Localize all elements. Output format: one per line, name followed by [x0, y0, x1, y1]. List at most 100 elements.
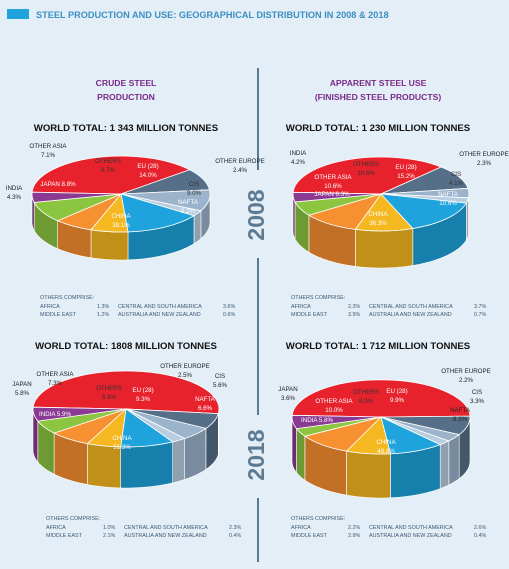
slice-value-cis: 5.6% — [213, 382, 228, 389]
pie-slice-eu-28 — [379, 193, 467, 229]
slice-label-japan: JAPAN 6.3% — [314, 191, 350, 198]
pie-wall-other-europe — [172, 438, 185, 484]
slice-name-other-europe: OTHER EUROPE — [215, 158, 265, 165]
pie-slice-china — [291, 379, 471, 418]
slice-value-india: 4.3% — [7, 194, 22, 201]
pie-crude-2008: CHINA 38.1% NAFTA 9.2% CIS 9.0% OTHER EUROPE 2.… — [6, 143, 265, 261]
others-comprise-region: AUSTRALIA AND NEW ZEALAND — [369, 533, 452, 539]
slice-name-others: OTHERS — [96, 385, 122, 392]
others-comprise-region: AUSTRALIA AND NEW ZEALAND — [118, 312, 201, 318]
slice-name-other-europe: OTHER EUROPE — [160, 363, 210, 370]
pie-wall-japan — [296, 428, 306, 481]
slice-name-other-asia: OTHER ASIA — [315, 398, 353, 405]
slice-name-nafta: NAFTA — [178, 199, 199, 206]
slice-name-others: OTHERS — [95, 158, 121, 165]
others-comprise-region: CENTRAL AND SOUTH AMERICA — [118, 304, 202, 310]
slice-name-other-europe: OTHER EUROPE — [459, 151, 509, 158]
slice-name-china: CHINA — [111, 213, 131, 220]
slice-value-other-asia: 7.1% — [41, 152, 56, 159]
pie-wall-others — [90, 229, 129, 261]
slice-value-nafta: 10.6% — [439, 200, 457, 207]
others-comprise-value: 3.9% — [348, 312, 360, 318]
slice-value-cis: 4.1% — [449, 180, 464, 187]
slice-name-eu-28: EU (28) — [132, 387, 153, 394]
slice-value-others: 6.7% — [101, 167, 116, 174]
slice-name-india: INDIA — [6, 185, 23, 192]
slice-name-china: CHINA — [376, 439, 396, 446]
others-comprise-value: 3.7% — [474, 304, 486, 310]
slice-value-other-asia: 7.3% — [48, 380, 63, 387]
slice-value-other-asia: 10.6% — [324, 183, 342, 190]
pie-slice-india — [292, 191, 382, 203]
slice-value-other-europe: 2.2% — [459, 377, 474, 384]
others-comprise-title: OTHERS COMPRISE: — [291, 295, 345, 301]
pie-slice-india — [291, 414, 382, 430]
slice-value-china: 51.3% — [113, 444, 131, 451]
others-comprise-value: 0.4% — [229, 533, 241, 539]
slice-value-china: 48.8% — [377, 448, 395, 455]
others-comprise-title: OTHERS COMPRISE: — [46, 516, 100, 522]
slice-name-other-asia: OTHER ASIA — [36, 371, 74, 378]
pie-slice-china — [292, 156, 443, 195]
header-title: STEEL PRODUCTION AND USE: GEOGRAPHICAL D… — [36, 10, 389, 20]
slice-name-china: CHINA — [368, 211, 388, 218]
slice-value-india: 4.2% — [291, 159, 306, 166]
slice-value-eu-28: 15.2% — [397, 173, 415, 180]
others-comprise-region: CENTRAL AND SOUTH AMERICA — [124, 525, 208, 531]
crude-title-line2: PRODUCTION — [97, 92, 155, 102]
slice-value-others: 8.0% — [359, 398, 374, 405]
slice-name-cis: CIS — [215, 373, 225, 380]
others-comprise-region: MIDDLE EAST — [46, 533, 83, 539]
slice-value-eu-28: 9.9% — [390, 397, 405, 404]
pie-slice-india — [32, 406, 127, 422]
pie-use-2018: CHINA 48.8% NAFTA 8.3% CIS 3.3% OTHER EUROPE 2.… — [278, 368, 491, 499]
use2008-title: WORLD TOTAL: 1 230 MILLION TONNES — [286, 123, 471, 134]
slice-name-cis: CIS — [451, 171, 461, 178]
slice-name-china: CHINA — [112, 435, 132, 442]
others-comprise-value: 2.3% — [348, 304, 360, 310]
header-band — [0, 0, 509, 30]
others-comprise-value: 3.6% — [223, 304, 235, 310]
slice-value-other-asia: 10.0% — [325, 407, 343, 414]
slice-value-other-europe: 2.5% — [178, 372, 193, 379]
crude2018-title: WORLD TOTAL: 1808 MILLION TONNES — [35, 341, 217, 352]
slice-name-other-asia: OTHER ASIA — [29, 143, 67, 150]
crude-title-line1: CRUDE STEEL — [96, 78, 157, 88]
others-comprise-value: 0.6% — [223, 312, 235, 318]
pie-slice-eu-28 — [120, 193, 195, 233]
pie-wall-cis — [448, 433, 460, 486]
others-comprise-value: 2.3% — [229, 525, 241, 531]
slice-value-japan: 3.6% — [281, 395, 296, 402]
others-comprise-value: 2.9% — [348, 533, 360, 539]
slice-value-nafta: 9.2% — [181, 208, 196, 215]
slice-name-japan: JAPAN — [12, 381, 31, 388]
pie-wall-other-europe — [439, 440, 450, 490]
slice-value-nafta: 6.6% — [198, 405, 213, 412]
slice-value-china: 38.1% — [112, 222, 130, 229]
slice-value-others: 5.9% — [102, 394, 117, 401]
others-comprise-notes: OTHERS COMPRISE: AFRICA 1.3% CENTRAL AND SO… — [40, 295, 486, 539]
year-label-2008: 2008 — [243, 189, 269, 240]
slice-name-japan: JAPAN — [278, 386, 297, 393]
others-comprise-value: 1.0% — [103, 525, 115, 531]
others-comprise-region: AFRICA — [291, 304, 311, 310]
others-comprise-region: CENTRAL AND SOUTH AMERICA — [369, 304, 453, 310]
others-comprise-value: 1.2% — [97, 312, 109, 318]
pie-slice-china — [31, 155, 191, 195]
header-accent-bar — [7, 9, 29, 19]
slice-name-nafta: NAFTA — [438, 191, 459, 198]
others-comprise-title: OTHERS COMPRISE: — [291, 516, 345, 522]
others-comprise-title: OTHERS COMPRISE: — [40, 295, 94, 301]
others-comprise-region: AFRICA — [46, 525, 66, 531]
slice-name-cis: CIS — [189, 181, 199, 188]
others-comprise-value: 0.4% — [474, 533, 486, 539]
use-title-line1: APPARENT STEEL USE — [330, 78, 427, 88]
pie-slice-china — [32, 370, 220, 415]
slice-name-eu-28: EU (28) — [137, 163, 158, 170]
pie-wall-others — [346, 450, 391, 499]
others-comprise-region: AUSTRALIA AND NEW ZEALAND — [369, 312, 452, 318]
slice-label-india: INDIA 5.9% — [39, 411, 71, 418]
slice-value-eu-28: 14.0% — [139, 172, 157, 179]
